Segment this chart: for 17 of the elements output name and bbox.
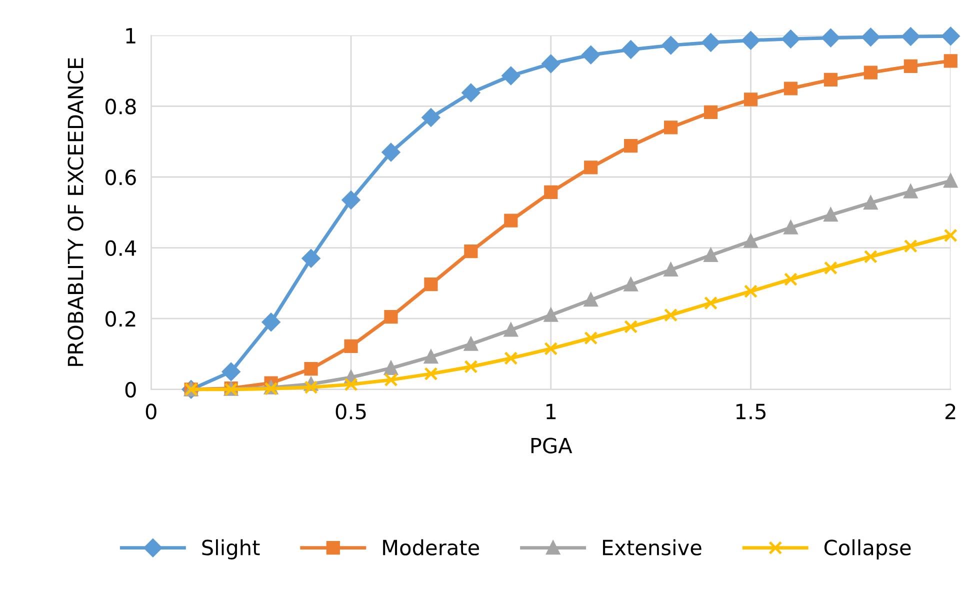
legend-label: Slight: [202, 539, 260, 560]
y-tick-label: 0.4: [105, 240, 136, 256]
legend-label: Collapse: [824, 539, 911, 560]
y-tick-label: 0.2: [105, 311, 136, 327]
x-tick-label: 0: [146, 404, 156, 420]
y-tick-label: 0.6: [105, 169, 136, 186]
y-axis-title: PROBABLITY OF EXCEEDANCE: [68, 58, 84, 366]
y-tick-label: 0.8: [105, 98, 136, 114]
y-tick-label: 0: [125, 382, 136, 398]
x-tick-label: 1.5: [736, 404, 766, 420]
x-tick-label: 2: [946, 404, 956, 420]
legend-label: Moderate: [383, 539, 480, 556]
x-axis-title: PGA: [531, 438, 572, 454]
legend-label: Extensive: [603, 539, 702, 556]
x-tick-label: 1: [546, 404, 556, 420]
y-tick-label: 1: [126, 28, 136, 44]
x-tick-label: 0.5: [336, 404, 366, 420]
